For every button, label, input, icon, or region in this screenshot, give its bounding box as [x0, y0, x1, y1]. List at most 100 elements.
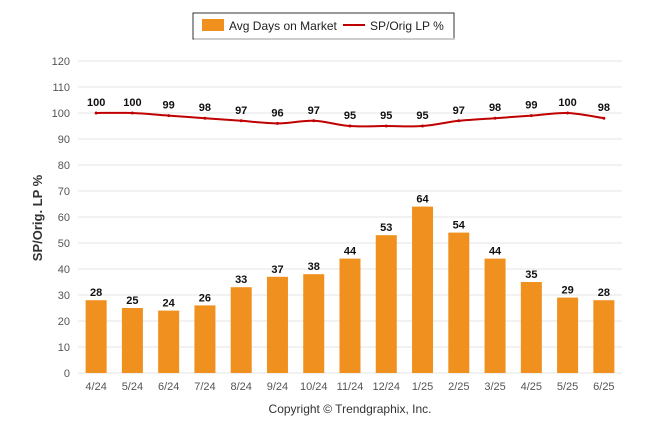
bar — [484, 258, 506, 373]
bar-data-labels: 28 25 24 26 33 37 38 44 53 64 54 44 35 29 28 — [90, 194, 610, 310]
x-tick-label: 2/25 — [448, 381, 469, 393]
line-point — [239, 119, 243, 123]
y-tick-label: 120 — [52, 56, 70, 68]
x-tick-label: 12/24 — [373, 381, 401, 393]
line-data-labels: 100 100 99 98 97 96 97 95 95 95 97 98 99 100 98 — [87, 97, 610, 122]
x-tick-label: 6/24 — [158, 381, 179, 393]
bar — [194, 305, 216, 373]
y-tick-label: 10 — [58, 342, 70, 354]
y-tick-label: 20 — [58, 316, 70, 328]
line-data-label: 98 — [489, 102, 501, 114]
y-tick-label: 110 — [52, 82, 70, 94]
bar-data-label: 26 — [199, 292, 211, 304]
x-tick-label: 3/25 — [484, 381, 505, 393]
y-tick-label: 100 — [52, 108, 70, 120]
line-data-label: 95 — [344, 110, 356, 122]
legend-shadow — [194, 38, 455, 40]
line-data-label: 97 — [453, 105, 465, 117]
x-tick-label: 4/25 — [521, 381, 542, 393]
line-point — [384, 124, 388, 128]
line-point — [602, 116, 606, 120]
bar — [121, 308, 143, 373]
y-axis-title: SP/Orig. LP % — [30, 174, 45, 261]
line-point — [566, 111, 570, 115]
line-point — [348, 124, 352, 128]
y-tick-label: 70 — [58, 186, 70, 198]
y-tick-label: 50 — [58, 238, 70, 250]
legend-bar-swatch — [202, 19, 224, 31]
line-data-label: 100 — [558, 97, 576, 109]
line-data-label: 98 — [598, 102, 610, 114]
line-data-label: 95 — [416, 110, 428, 122]
x-tick-label: 5/25 — [557, 381, 578, 393]
legend: Avg Days on Market SP/Orig LP % — [192, 12, 455, 40]
y-tick-labels: 0 10 20 30 40 50 60 70 80 90 100 110 120 — [52, 56, 70, 380]
bar-data-label: 25 — [126, 295, 138, 307]
line-point — [167, 114, 171, 118]
bar — [520, 282, 542, 373]
line-point — [421, 124, 425, 128]
line-data-label: 99 — [525, 100, 537, 112]
line-point — [203, 116, 207, 120]
x-tick-labels: 4/24 5/24 6/24 7/24 8/24 9/24 10/24 11/24 12/24 1… — [85, 381, 614, 393]
line-series — [94, 111, 606, 128]
line-data-label: 97 — [308, 105, 320, 117]
x-tick-label: 9/24 — [267, 381, 288, 393]
legend-box — [192, 12, 455, 40]
bar — [266, 276, 288, 373]
bar-data-label: 29 — [561, 285, 573, 297]
copyright-text: Copyright © Trendgraphix, Inc. — [269, 402, 432, 416]
x-tick-label: 6/25 — [593, 381, 614, 393]
x-tick-label: 5/24 — [122, 381, 143, 393]
x-tick-label: 7/24 — [194, 381, 215, 393]
bar — [375, 235, 397, 373]
bar — [158, 310, 180, 373]
bar — [557, 297, 579, 373]
bar-series — [85, 206, 615, 373]
x-tick-label: 1/25 — [412, 381, 433, 393]
line-point — [130, 111, 134, 115]
bar-data-label: 35 — [525, 269, 537, 281]
line-point — [275, 121, 279, 125]
y-tick-label: 80 — [58, 160, 70, 172]
bar-data-label: 28 — [90, 287, 102, 299]
bar — [85, 300, 107, 373]
x-tick-label: 11/24 — [337, 381, 364, 393]
x-tick-label: 4/24 — [85, 381, 106, 393]
bar-data-label: 44 — [489, 246, 502, 258]
y-tick-label: 90 — [58, 134, 70, 146]
bar — [593, 300, 615, 373]
bar — [230, 287, 252, 373]
bar-data-label: 64 — [416, 194, 429, 206]
line-point — [529, 114, 533, 118]
bar — [339, 258, 361, 373]
y-tick-label: 60 — [58, 212, 70, 224]
bar-data-label: 28 — [598, 287, 610, 299]
line-point — [493, 116, 497, 120]
legend-line-label: SP/Orig LP % — [370, 19, 444, 33]
bar — [412, 206, 434, 373]
y-tick-label: 30 — [58, 290, 70, 302]
legend-bar-label: Avg Days on Market — [229, 19, 337, 33]
bar-data-label: 24 — [163, 298, 176, 310]
line-data-label: 99 — [163, 100, 175, 112]
line-point — [94, 111, 98, 115]
bar-data-label: 38 — [308, 261, 320, 273]
line-point — [457, 119, 461, 123]
y-tick-label: 0 — [64, 368, 70, 380]
line-data-label: 98 — [199, 102, 211, 114]
bar-data-label: 33 — [235, 274, 247, 286]
bar-data-label: 44 — [344, 246, 357, 258]
line-point — [312, 119, 316, 123]
line-data-label: 95 — [380, 110, 392, 122]
line-data-label: 96 — [271, 107, 283, 119]
line-data-label: 100 — [123, 97, 141, 109]
bar-data-label: 54 — [453, 220, 466, 232]
bar — [303, 274, 325, 373]
bar-data-label: 37 — [271, 264, 283, 276]
bar — [448, 232, 470, 373]
bar-data-label: 53 — [380, 222, 392, 234]
y-tick-label: 40 — [58, 264, 70, 276]
